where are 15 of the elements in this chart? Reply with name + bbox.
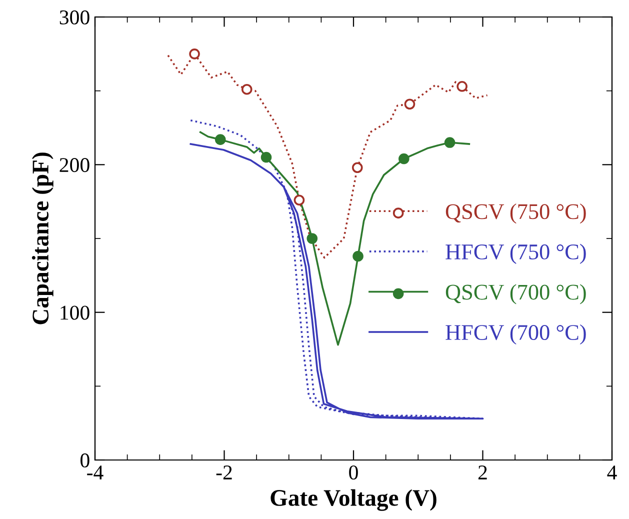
legend-label: HFCV (700 °C) bbox=[446, 324, 586, 345]
legend-label: HFCV (750 °C) bbox=[446, 244, 586, 264]
y-axis-title: Capacitance (pF) bbox=[32, 152, 54, 324]
x-tick-label: -2 bbox=[216, 466, 232, 480]
y-tick-label: 0 bbox=[80, 453, 90, 468]
x-axis-title: Gate Voltage (V) bbox=[270, 489, 436, 511]
x-tick-label: 0 bbox=[349, 465, 358, 480]
y-tick-label: 300 bbox=[60, 10, 90, 24]
x-tick-label: -4 bbox=[87, 466, 104, 480]
y-tick-label: 200 bbox=[60, 158, 90, 172]
legend-label: QSCV (700 °C) bbox=[446, 284, 586, 304]
x-tick-label: 4 bbox=[607, 466, 617, 480]
x-tick-label: 2 bbox=[478, 466, 487, 480]
legend-label: QSCV (750 °C) bbox=[446, 204, 586, 224]
y-tick-label: 100 bbox=[60, 306, 90, 320]
